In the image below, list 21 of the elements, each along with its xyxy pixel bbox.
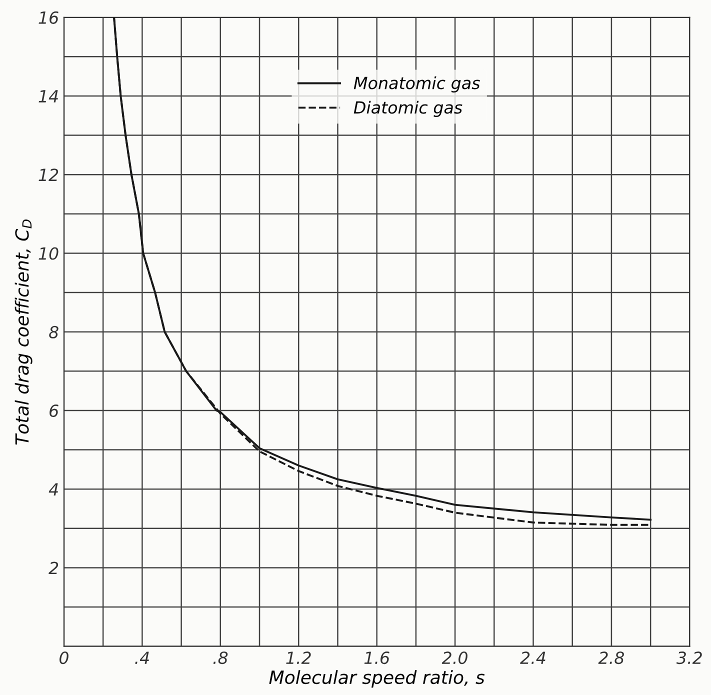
y-tick-label: 12	[38, 168, 58, 181]
x-tick-label: .4	[135, 652, 149, 664]
x-tick-label: 0	[60, 652, 68, 664]
y-tick-label: 4	[48, 483, 58, 496]
y-tick-label: 6	[50, 404, 58, 418]
y-tick-label: 10	[38, 247, 58, 260]
x-tick-label: 2.8	[598, 652, 624, 664]
y-axis-title: Total drag coefficient, C$_{D}$	[14, 220, 32, 445]
y-tick-label: 2	[48, 562, 58, 574]
legend-label: Monatomic gas	[354, 76, 480, 93]
y-tick-label: 8	[49, 326, 58, 338]
x-tick-label: 2.4	[520, 652, 546, 664]
x-tick-label: 2.0	[442, 652, 468, 664]
x-tick-label: 3.2	[676, 652, 702, 664]
x-tick-label: .8	[213, 652, 228, 664]
x-axis-title: Molecular speed ratio, s	[269, 670, 485, 688]
x-tick-label: 1.6	[364, 652, 390, 664]
y-tick-label: 16	[38, 11, 58, 24]
x-tick-label: 1.2	[286, 652, 311, 664]
y-tick-label: 14	[38, 90, 58, 102]
legend-label: Diatomic gas	[354, 100, 462, 117]
